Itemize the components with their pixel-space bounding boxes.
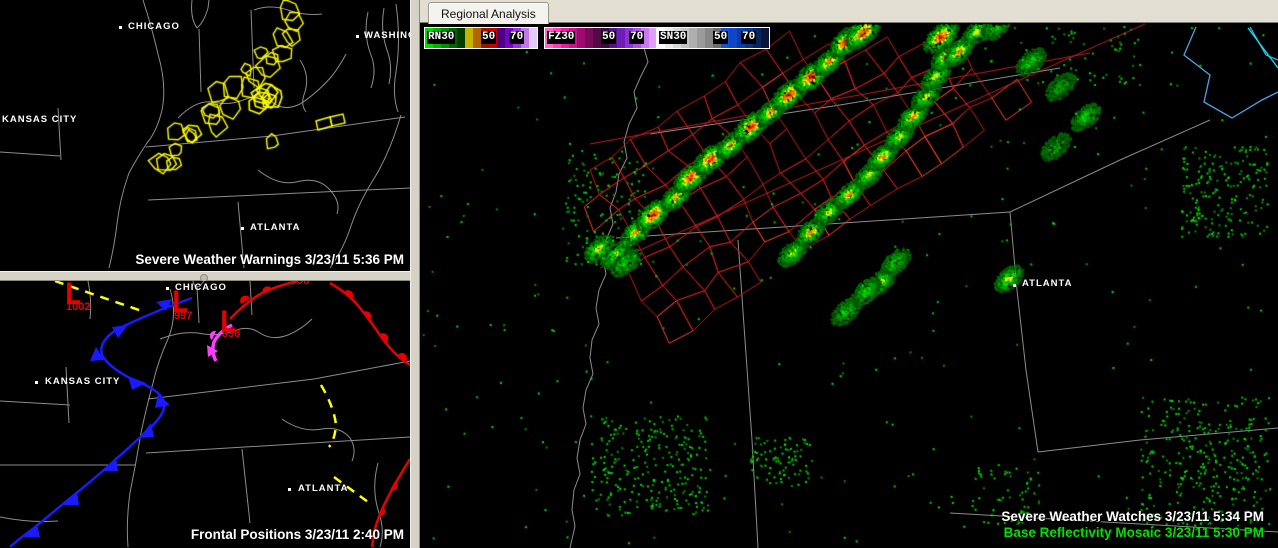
city-label-chicago: CHICAGO bbox=[128, 21, 180, 32]
panel-caption-fronts: Frontal Positions 3/23/11 2:40 PM bbox=[190, 527, 404, 542]
city-dot-kansas-city bbox=[35, 381, 38, 384]
legend-tick: 50 bbox=[601, 31, 617, 44]
city-label-atlanta: ATLANTA bbox=[250, 222, 301, 233]
city-dot-atlanta bbox=[288, 488, 291, 491]
legend-bar-snow: SN30 50 70 bbox=[656, 27, 770, 49]
regional-captions: Severe Weather Watches 3/23/11 5:34 PM B… bbox=[1001, 509, 1264, 540]
warm-front-line bbox=[370, 458, 410, 548]
city-label-atlanta: ATLANTA bbox=[1022, 278, 1073, 289]
trough-line bbox=[333, 475, 369, 504]
trough-line bbox=[54, 281, 143, 313]
pressure-value: 1002 bbox=[66, 301, 91, 313]
state-borders-layer bbox=[0, 281, 410, 548]
warm-front-line bbox=[329, 281, 410, 367]
tab-regional-analysis[interactable]: Regional Analysis bbox=[428, 2, 549, 24]
legend-tick: 70 bbox=[629, 31, 645, 44]
city-dot-atlanta bbox=[241, 227, 244, 230]
tab-strip: Regional Analysis bbox=[420, 0, 1278, 24]
horizontal-splitter[interactable] bbox=[0, 271, 410, 282]
frontal-positions-panel: L 1002 L 997 L 996 996 CHICAGO KANSAS CI… bbox=[0, 281, 410, 548]
legend-label: RN30 bbox=[427, 31, 456, 44]
occluded-front-markers bbox=[207, 330, 218, 357]
tab-label: Regional Analysis bbox=[441, 6, 536, 21]
panel-caption-watches: Severe Weather Watches 3/23/11 5:34 PM bbox=[1001, 509, 1264, 524]
legend-tick: 50 bbox=[481, 31, 497, 44]
legend-label: FZ30 bbox=[547, 31, 576, 44]
pressure-value: 996 bbox=[291, 281, 310, 287]
pressure-value: 996 bbox=[222, 328, 241, 340]
city-dot-washington bbox=[356, 35, 359, 38]
cold-front-triangles bbox=[24, 299, 172, 537]
panel-caption-warnings: Severe Weather Warnings 3/23/11 5:36 PM bbox=[135, 252, 404, 267]
legend-label: SN30 bbox=[659, 31, 688, 44]
cold-front-line bbox=[9, 296, 193, 548]
city-dot-atlanta bbox=[1013, 284, 1016, 287]
legend-tick: 70 bbox=[741, 31, 757, 44]
legend-tick: 70 bbox=[509, 31, 525, 44]
city-label-chicago: CHICAGO bbox=[175, 282, 227, 293]
city-label-atlanta: ATLANTA bbox=[298, 483, 349, 494]
severe-weather-warnings-panel: CHICAGO WASHINGT KANSAS CITY ATLANTA Sev… bbox=[0, 0, 410, 271]
occluded-front-line bbox=[211, 323, 233, 362]
city-label-kansas-city: KANSAS CITY bbox=[2, 114, 78, 125]
lake-michigan-outline bbox=[192, 281, 205, 287]
city-dot-chicago bbox=[166, 287, 169, 290]
city-dot-chicago bbox=[119, 26, 122, 29]
low-pressure-symbol: L bbox=[64, 281, 82, 311]
panel-caption-mosaic: Base Reflectivity Mosaic 3/23/11 5:30 PM bbox=[1003, 525, 1264, 540]
legend-tick: 50 bbox=[713, 31, 729, 44]
warm-front-scallops bbox=[240, 286, 407, 540]
city-label-kansas-city: KANSAS CITY bbox=[45, 376, 121, 387]
radar-mosaic-canvas[interactable] bbox=[420, 0, 1278, 548]
pressure-value: 997 bbox=[174, 310, 193, 322]
trough-line bbox=[319, 384, 338, 448]
city-label-washington: WASHINGT bbox=[364, 30, 410, 41]
fronts-layer bbox=[9, 281, 410, 548]
low-pressure-symbol: L bbox=[219, 305, 237, 339]
vertical-splitter[interactable] bbox=[410, 0, 420, 548]
warnings-map-canvas[interactable] bbox=[0, 0, 410, 271]
low-pressure-symbol: L bbox=[171, 285, 189, 319]
regional-analysis-panel: Regional Analysis RN30 50 70 FZ30 50 70 … bbox=[420, 0, 1278, 548]
legend-bar-freezing: FZ30 50 70 bbox=[544, 27, 658, 49]
legend-bar-rain: RN30 50 70 bbox=[424, 27, 538, 49]
